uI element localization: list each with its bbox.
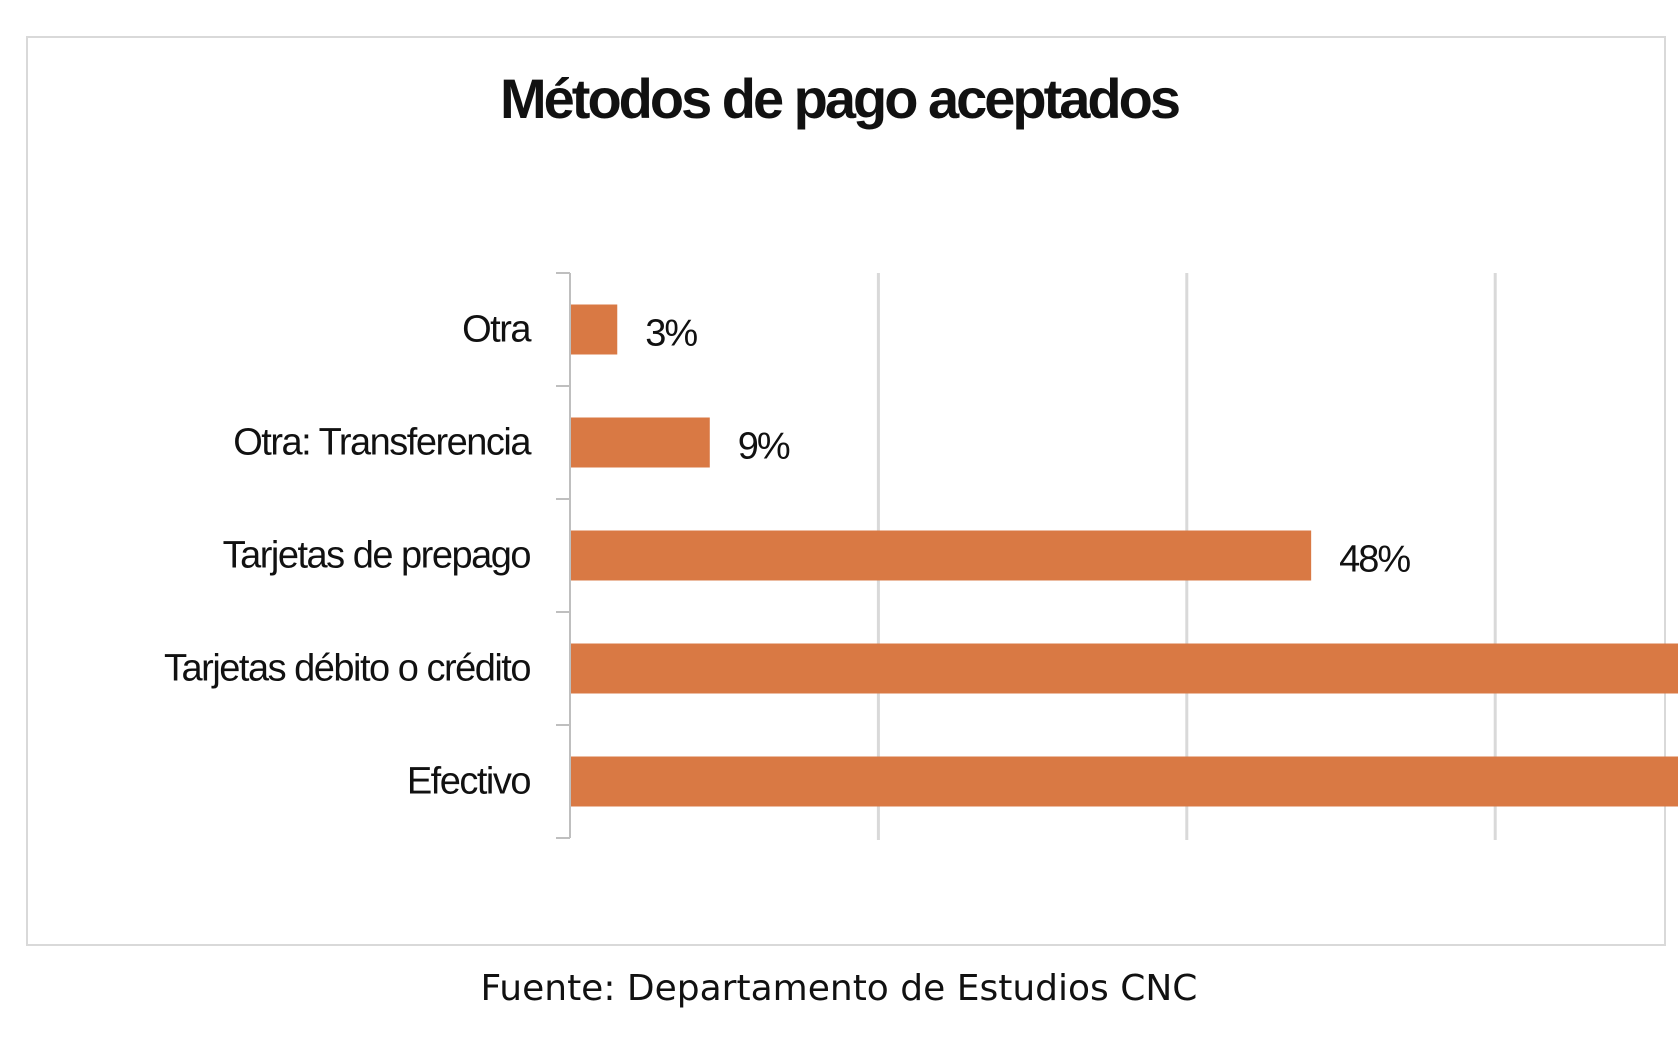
data-label: 9% — [738, 426, 790, 468]
chart-title: Métodos de pago aceptados — [500, 67, 1181, 130]
bar — [571, 643, 1678, 694]
bar — [571, 756, 1678, 807]
source-caption: Fuente: Departamento de Estudios CNC — [480, 968, 1198, 1009]
data-label: 48% — [1339, 539, 1410, 581]
category-label: Efectivo — [407, 761, 531, 803]
category-label: Tarjetas débito o crédito — [164, 648, 530, 690]
category-label: Otra — [462, 309, 532, 351]
data-label: 3% — [645, 313, 697, 355]
bar — [571, 530, 1312, 581]
bar — [571, 417, 710, 468]
category-label: Tarjetas de prepago — [223, 535, 531, 577]
bar — [571, 304, 618, 355]
category-label: Otra: Transferencia — [233, 422, 532, 464]
